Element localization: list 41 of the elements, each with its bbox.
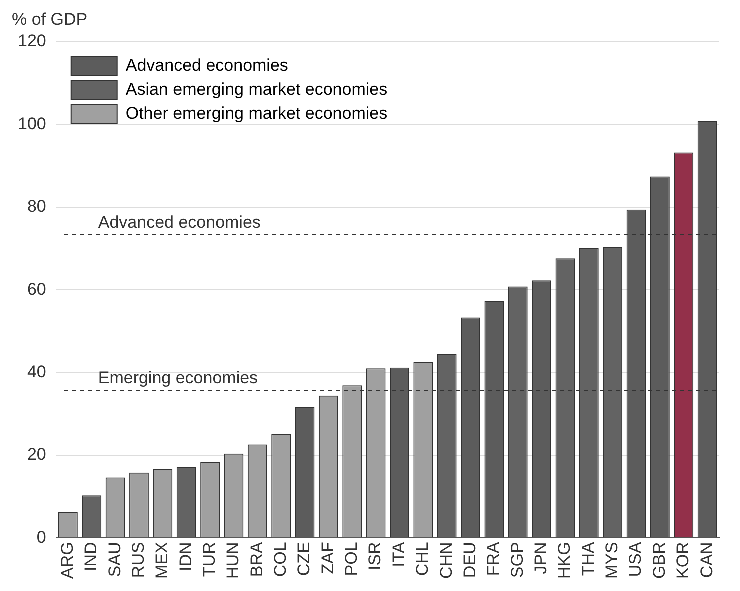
x-tick-label: DEU (460, 542, 480, 578)
x-tick-label: BRA (247, 542, 266, 578)
y-tick-label: 60 (27, 280, 46, 299)
x-tick-label: USA (626, 542, 646, 578)
y-tick-label: 40 (27, 362, 46, 382)
ref-line-label: Advanced economies (98, 212, 261, 232)
x-tick-label: RUS (128, 542, 148, 578)
x-tick-label: IDN (176, 542, 196, 572)
x-tick-label: HKG (555, 542, 574, 580)
x-tick-label: SGP (508, 542, 527, 578)
x-tick-label: ITA (389, 542, 408, 568)
x-tick-label: GBR (650, 542, 669, 580)
x-tick-label: CZE (294, 542, 314, 576)
legend-label: Advanced economies (126, 56, 288, 76)
y-axis-title: % of GDP (12, 10, 88, 30)
x-tick-label: CHN (436, 542, 456, 580)
legend-label: Other emerging market economies (126, 104, 388, 124)
x-tick-label: THA (578, 542, 598, 576)
x-tick-label: MYS (602, 542, 622, 580)
x-tick-label: JPN (531, 542, 550, 574)
y-tick-label: 120 (18, 32, 46, 51)
x-tick-label: CHL (413, 542, 432, 576)
x-tick-label: TUR (200, 542, 219, 578)
y-tick-label: 80 (27, 197, 46, 216)
x-tick-label: CAN (697, 542, 716, 578)
x-tick-label: COL (271, 542, 290, 578)
y-tick-label: 100 (18, 114, 46, 134)
x-tick-label: HUN (224, 542, 243, 580)
y-tick-label: 0 (36, 528, 46, 547)
x-tick-label: KOR (674, 542, 693, 580)
y-tick-label: 20 (27, 445, 46, 464)
x-tick-label: ARG (58, 542, 77, 580)
x-tick-label: IND (82, 542, 101, 572)
ref-line-label: Emerging economies (98, 368, 258, 388)
x-tick-label: FRA (484, 542, 504, 576)
x-tick-label: SAU (105, 542, 124, 578)
x-tick-label: MEX (152, 542, 172, 580)
legend-label: Asian emerging market economies (126, 80, 388, 100)
x-tick-label: ISR (366, 542, 385, 571)
x-tick-label: POL (342, 542, 362, 576)
x-tick-label: ZAF (318, 542, 338, 574)
